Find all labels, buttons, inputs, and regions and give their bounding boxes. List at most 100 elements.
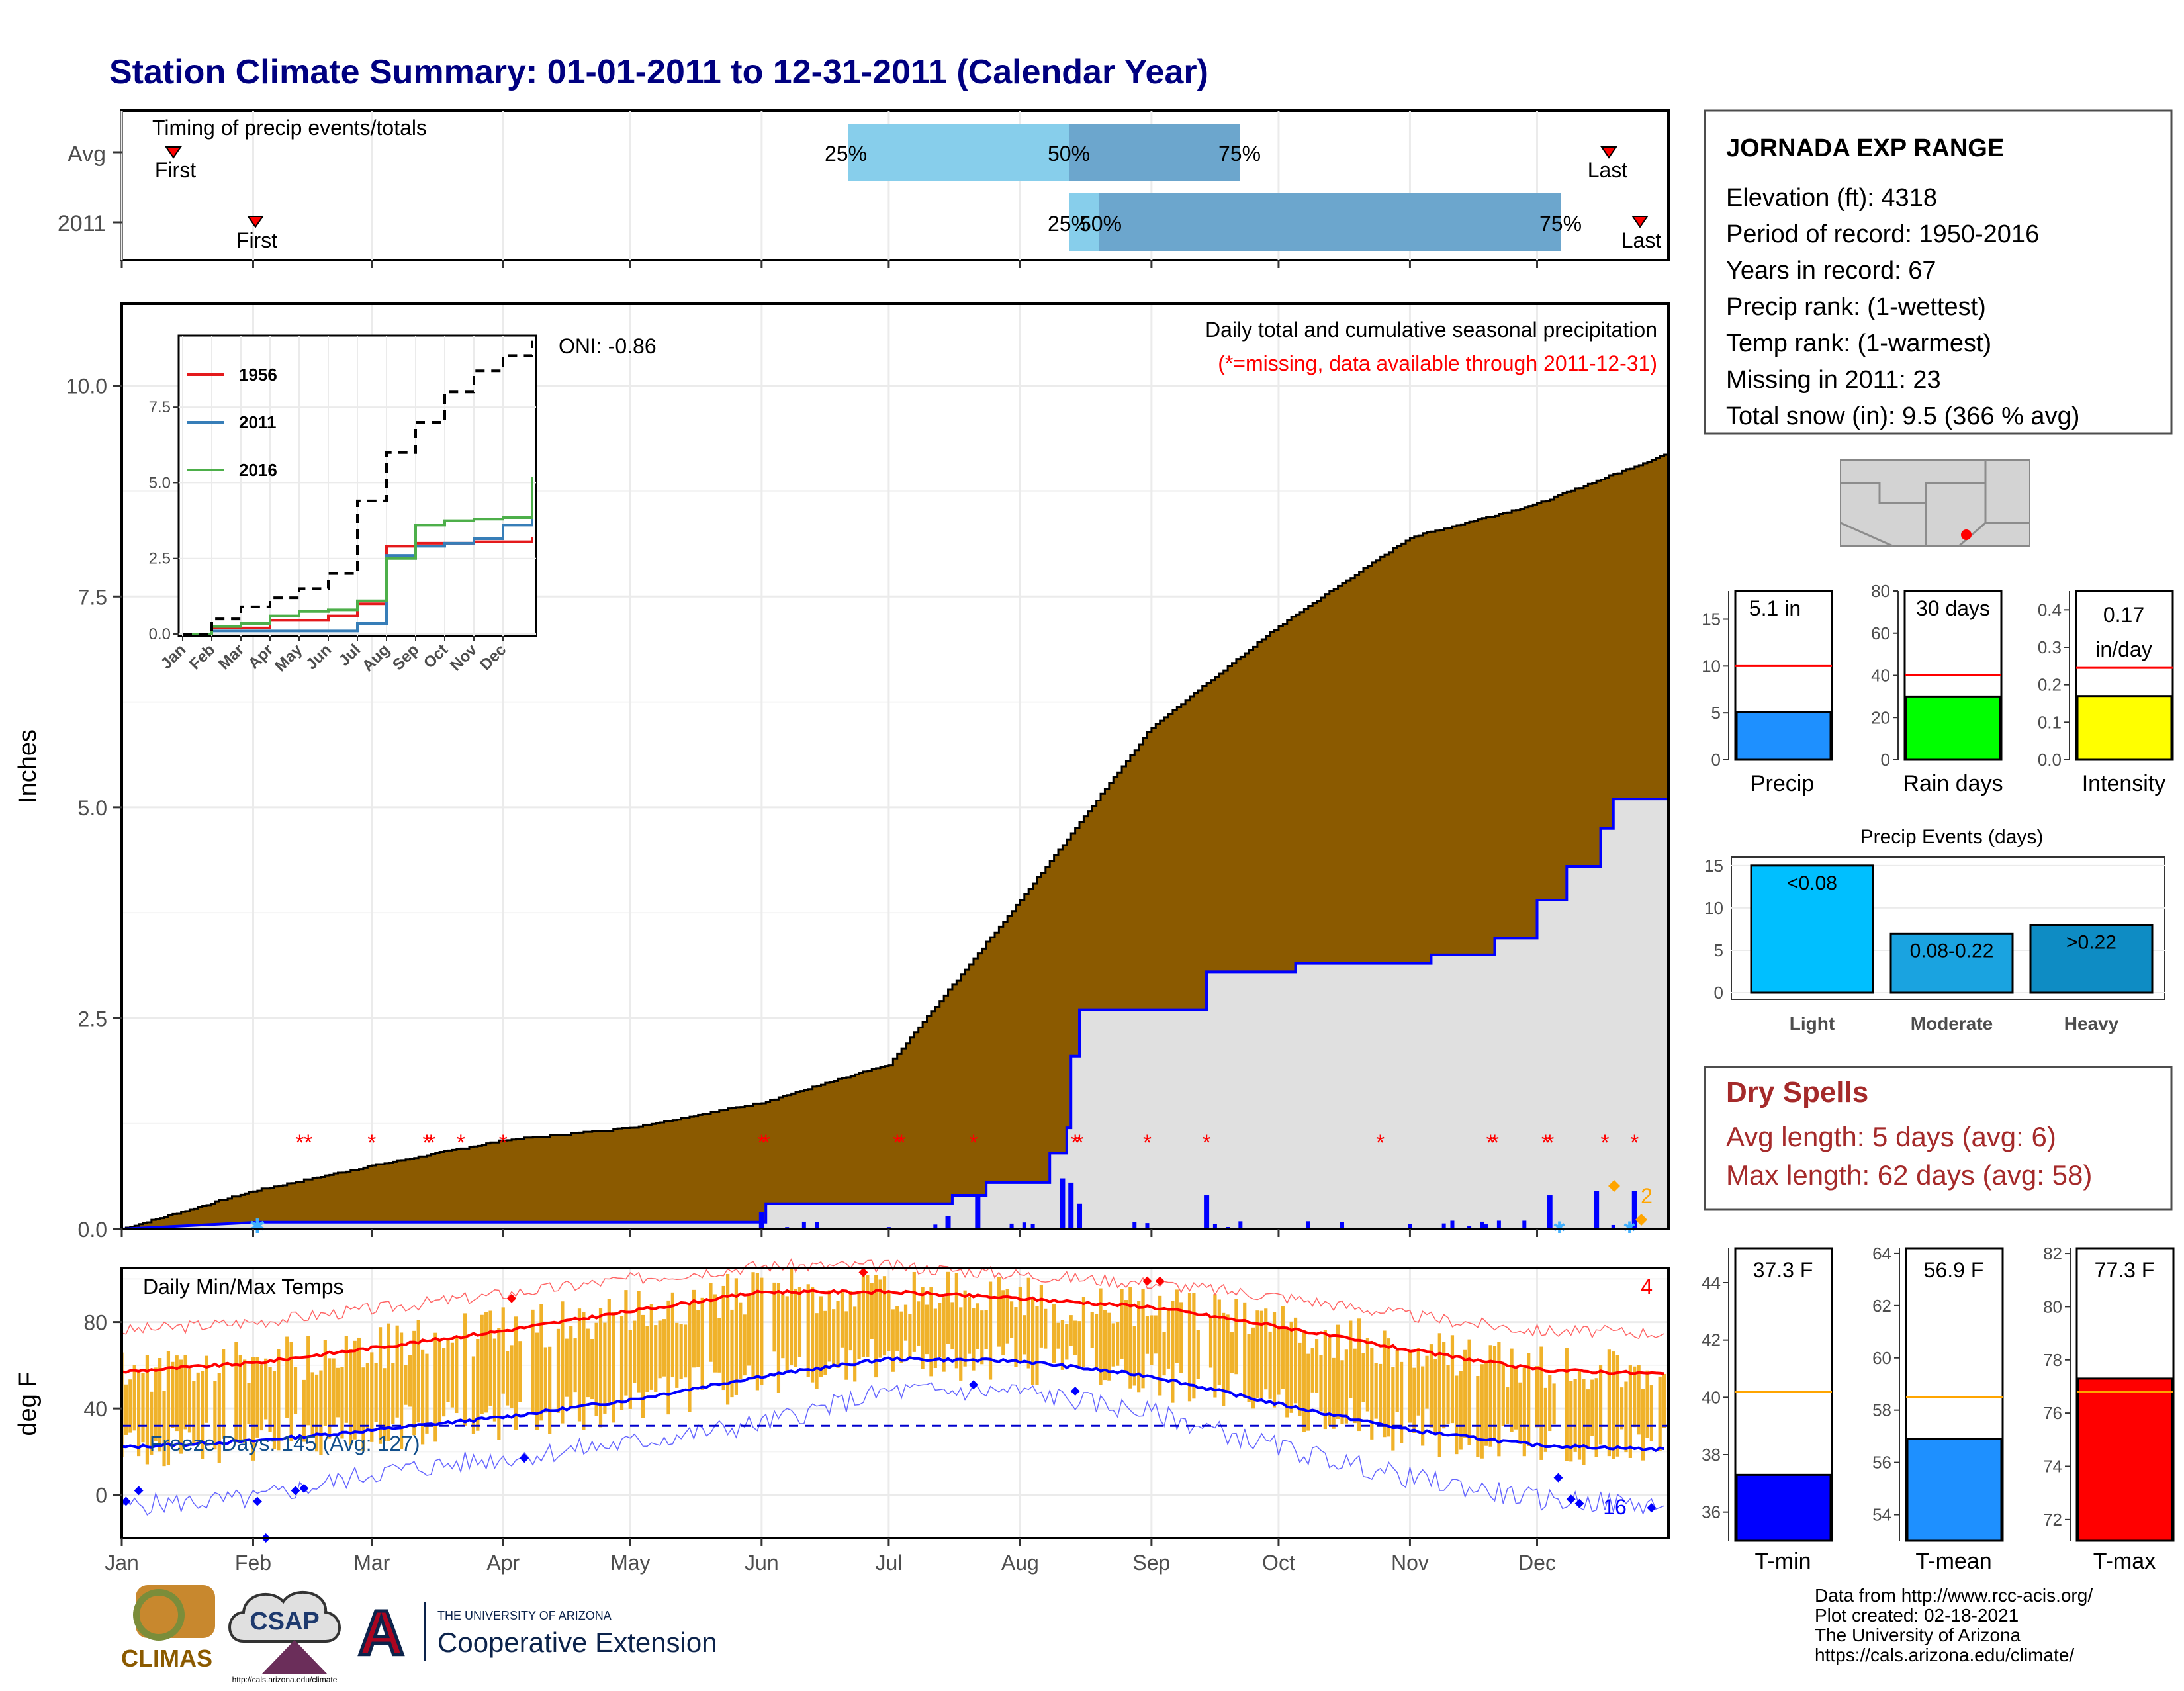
daily-temp-bar	[353, 1340, 357, 1440]
intensity-tick-label: 0.4	[2038, 600, 2062, 619]
record-marker	[1155, 1276, 1165, 1286]
daily-temp-bar	[1302, 1330, 1306, 1432]
missing-day-marker: *	[762, 1130, 770, 1156]
daily-temp-bar	[662, 1319, 666, 1377]
record-marker	[520, 1453, 529, 1463]
inset-line-2011	[183, 479, 533, 635]
page-title: Station Climate Summary: 01-01-2011 to 1…	[109, 53, 1208, 91]
daily-temp-bar	[1492, 1346, 1497, 1441]
daily-temp-bar	[158, 1357, 162, 1452]
daily-temp-bar	[730, 1309, 734, 1398]
daily-temp-bar	[1150, 1315, 1154, 1365]
legend-label-2011: 2011	[239, 412, 276, 432]
daily-temp-bar	[633, 1320, 637, 1383]
missing-day-marker: *	[304, 1130, 312, 1156]
dry-spells-box: Dry Spells Avg length: 5 days (avg: 6) M…	[1704, 1066, 2173, 1211]
daily-temp-bar	[781, 1294, 785, 1359]
daily-temp-bar	[743, 1314, 747, 1376]
daily-temp-bar	[1649, 1385, 1653, 1442]
missing-day-marker: *	[1202, 1130, 1210, 1156]
intensity-bar-value: 0.17	[2103, 603, 2144, 627]
daily-temp-bar	[666, 1300, 670, 1415]
daily-temp-bar	[641, 1314, 645, 1418]
year-first-label: First	[236, 228, 277, 252]
tmin-tick-label: 38	[1702, 1445, 1721, 1465]
daily-temp-bar	[1374, 1363, 1378, 1419]
month-tick-label: Mar	[353, 1551, 390, 1575]
daily-temp-bar	[476, 1339, 480, 1431]
daily-temp-bar	[395, 1325, 399, 1418]
daily-temp-bar	[1056, 1322, 1060, 1349]
daily-temp-bar	[387, 1323, 390, 1441]
daily-temp-bar	[510, 1345, 514, 1408]
daily-temp-bar	[1095, 1314, 1099, 1368]
month-tick-label: Jun	[745, 1551, 779, 1575]
daily-temp-bar	[1039, 1285, 1043, 1348]
daily-temp-bar	[501, 1307, 505, 1394]
tmean-tick-label: 56	[1872, 1453, 1891, 1473]
daily-temp-bar	[1310, 1348, 1314, 1393]
daily-temp-bar	[1255, 1310, 1259, 1398]
daily-temp-bar	[1484, 1360, 1488, 1446]
daily-temp-bar	[1400, 1361, 1404, 1443]
daily-temp-bar	[1535, 1366, 1539, 1428]
daily-precip-bar	[1030, 1224, 1035, 1229]
daily-temp-bar	[1230, 1332, 1234, 1373]
tmax-tick-label: 76	[2043, 1403, 2062, 1423]
daily-temp-bar	[196, 1372, 200, 1443]
daily-precip-bar	[1145, 1223, 1150, 1229]
daily-temp-bar	[1171, 1301, 1175, 1403]
daily-temp-bar	[1319, 1355, 1323, 1412]
daily-temp-bar	[1624, 1381, 1628, 1453]
daily-temp-bar	[1187, 1293, 1192, 1402]
daily-temp-bar	[1052, 1304, 1056, 1363]
intensity-tick-label: 0.1	[2038, 712, 2062, 732]
daily-temp-bar	[683, 1324, 688, 1378]
daily-temp-bar	[548, 1346, 552, 1434]
daily-temp-bar	[1081, 1296, 1086, 1368]
daily-temp-bar	[556, 1328, 561, 1413]
csap-logo-text: CSAP	[250, 1608, 320, 1635]
ua-cooperative-extension-logo: A THE UNIVERSITY OF ARIZONA Cooperative …	[357, 1596, 717, 1670]
daily-temp-bar	[1069, 1315, 1073, 1346]
tmean-tick-label: 64	[1872, 1244, 1891, 1263]
record-marker	[1142, 1276, 1152, 1286]
daily-temp-bar	[594, 1322, 598, 1416]
legend-label-1956: 1956	[239, 365, 277, 385]
daily-temp-bar	[984, 1310, 988, 1349]
station-location-dot	[1961, 529, 1972, 540]
daily-temp-bar	[760, 1277, 764, 1385]
daily-temp-bar	[238, 1355, 242, 1443]
daily-temp-bar	[946, 1271, 950, 1344]
daily-temp-bar	[1035, 1306, 1039, 1385]
missing-day-marker: *	[1600, 1130, 1609, 1156]
daily-temp-bar	[272, 1371, 277, 1449]
avg-timing-bar-25-50	[848, 124, 1069, 181]
daily-temp-bar	[1370, 1348, 1374, 1440]
raindays-bar	[1905, 695, 2001, 761]
map-background	[1840, 459, 2030, 547]
daily-temp-bar	[1565, 1348, 1569, 1461]
precip-y-axis: 0.0 2.5 5.0 7.5 10.0	[66, 375, 122, 1242]
record-high-line	[121, 1258, 1664, 1340]
events-bar-label: <0.08	[1787, 872, 1837, 894]
daily-temp-bar	[776, 1283, 781, 1393]
daily-temp-bar	[1213, 1294, 1217, 1398]
daily-precip-bar	[1594, 1226, 1599, 1229]
daily-temp-bar	[1158, 1295, 1162, 1396]
record-marker	[858, 1267, 868, 1277]
daily-temp-bar	[929, 1287, 933, 1377]
precip-bar-value: 5.1 in	[1749, 596, 1801, 620]
daily-temp-bar	[425, 1353, 429, 1434]
daily-temp-bar	[721, 1285, 725, 1391]
daily-temp-bar	[827, 1290, 831, 1362]
daily-temp-bar	[1111, 1323, 1115, 1367]
daily-temp-bar	[713, 1294, 717, 1373]
daily-temp-bar	[1018, 1287, 1022, 1363]
tmin-tick-label: 40	[1702, 1387, 1721, 1407]
daily-temp-bar	[1637, 1365, 1641, 1435]
daily-temp-bar	[463, 1313, 467, 1426]
daily-temp-bar	[1387, 1338, 1391, 1437]
daily-temp-bar	[150, 1391, 154, 1455]
record-low-line	[121, 1382, 1664, 1516]
